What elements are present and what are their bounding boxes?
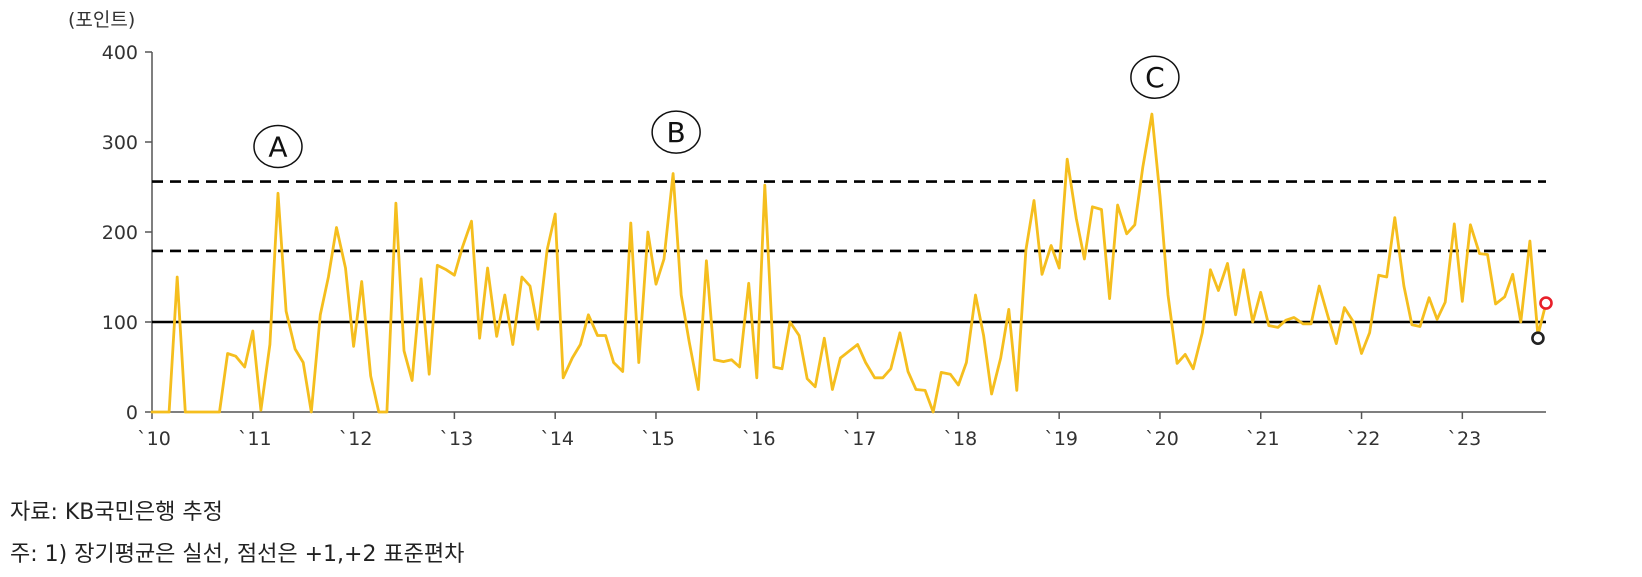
series-line: [150, 112, 1548, 414]
reference-lines: [152, 180, 1546, 324]
source-note: 자료: KB국민은행 추정: [10, 500, 223, 525]
x-tick-label: `20: [1145, 428, 1179, 450]
x-axis: `10 `11 `12 `13 `14 `15 `16 `17 `18 `19 `20 `21 `22 `…: [137, 411, 1546, 450]
annotation-label: A: [268, 131, 287, 164]
y-tick-label: 400: [102, 42, 138, 64]
annotation-label: B: [667, 116, 686, 149]
x-tick-label: `18: [944, 428, 978, 450]
end-point-marker: [1539, 296, 1553, 310]
series-group: [150, 112, 1548, 414]
annotation-label: C: [1145, 61, 1165, 94]
x-tick-label: `16: [742, 428, 776, 450]
annotation-circle: [651, 110, 701, 154]
x-tick-label: `13: [440, 428, 474, 450]
annotation-circle: [253, 124, 303, 169]
y-tick-label: 200: [102, 222, 138, 244]
footnote: 주: 1) 장기평균은 실선, 점선은 +1,+2 표준편차: [10, 542, 465, 567]
annotations: A B C: [253, 55, 1180, 169]
x-tick-label: `12: [339, 428, 373, 450]
x-tick-label: `21: [1246, 428, 1280, 450]
y-axis: 0 100 200 300 400: [102, 42, 153, 424]
annotation-circle: [1130, 55, 1180, 99]
y-tick-label: 100: [102, 312, 138, 334]
x-tick-label: `15: [641, 428, 675, 450]
end-markers: [1531, 296, 1553, 346]
y-tick-label: 0: [126, 402, 138, 424]
end-point-marker: [1531, 331, 1545, 346]
x-tick-label: `17: [843, 428, 877, 450]
x-tick-label: `14: [540, 428, 574, 450]
x-tick-label: `10: [137, 428, 171, 450]
x-tick-label: `22: [1347, 428, 1381, 450]
x-tick-label: `23: [1447, 428, 1481, 450]
x-tick-label: `19: [1044, 428, 1078, 450]
x-tick-label: `11: [238, 428, 272, 450]
y-tick-label: 300: [102, 132, 138, 154]
y-axis-unit-label: (포인트): [68, 9, 135, 31]
